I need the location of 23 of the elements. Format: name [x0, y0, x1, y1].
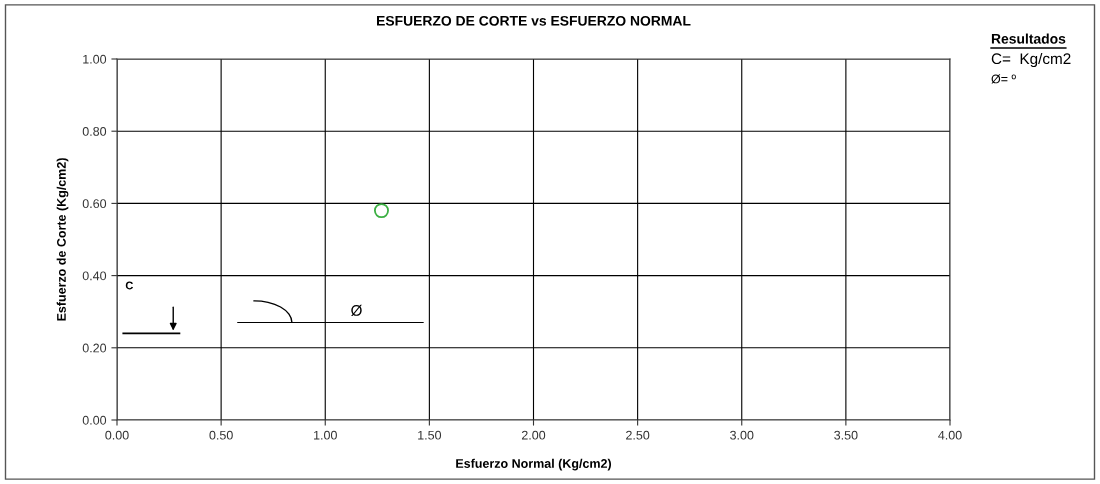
x-tick-label: 1.00 — [314, 430, 337, 440]
text: Ø= º — [991, 74, 1016, 84]
x-tick-label: 2.50 — [626, 430, 650, 440]
text: C= Kg/cm2 — [991, 52, 1071, 68]
y-axis-title: Esfuerzo de Corte (Kg/cm2) — [56, 158, 69, 321]
annotation: C — [125, 281, 134, 290]
y-tick-label: 0.80 — [82, 127, 107, 136]
text: Resultados — [991, 33, 1066, 44]
y-tick-label: 0.20 — [82, 343, 107, 353]
x-axis-title: Esfuerzo Normal (Kg/cm2) — [456, 458, 612, 471]
x-tick-label: 1.50 — [418, 430, 442, 440]
annotation: Ø — [351, 304, 362, 317]
y-tick-label: 0.00 — [82, 415, 107, 425]
chart-title: ESFUERZO DE CORTE vs ESFUERZO NORMAL — [377, 15, 691, 26]
y-tick-label: 0.40 — [82, 271, 107, 281]
x-tick-label: 2.00 — [521, 430, 546, 440]
y-tick-label: 1.00 — [83, 54, 107, 64]
y-tick-label: 0.60 — [82, 199, 107, 209]
x-tick-label: 0.00 — [105, 430, 129, 440]
x-tick-label: 4.00 — [938, 430, 962, 440]
x-tick-label: 3.00 — [730, 430, 754, 440]
x-tick-label: 0.50 — [209, 430, 233, 440]
x-tick-label: 3.50 — [834, 430, 858, 440]
